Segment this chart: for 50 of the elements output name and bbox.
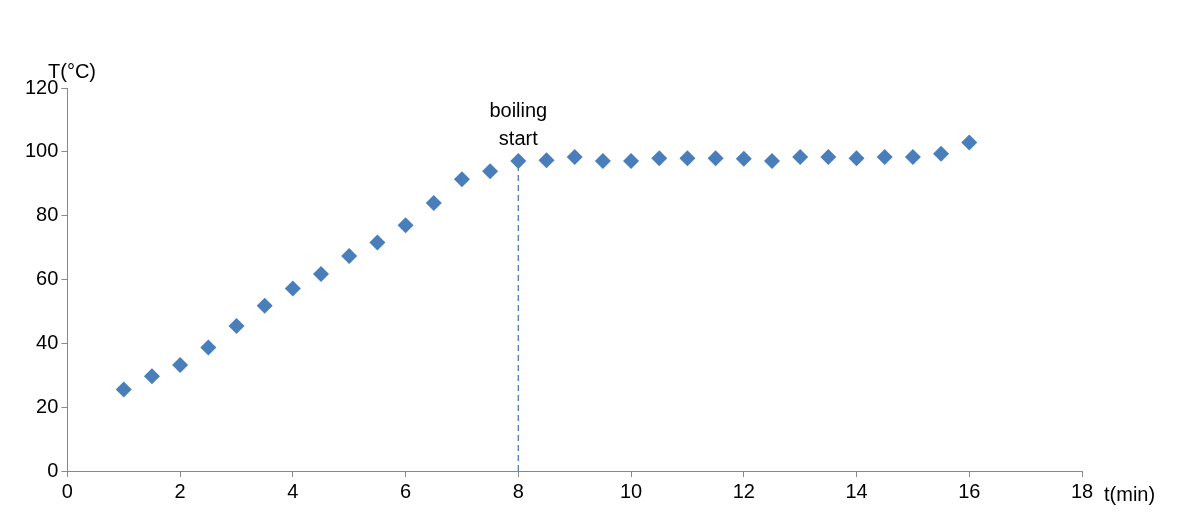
point [848, 150, 865, 167]
point [482, 163, 499, 180]
point [172, 357, 189, 374]
x-tick-label: 6 [400, 479, 412, 502]
point [256, 297, 273, 314]
point [538, 152, 555, 169]
point [623, 153, 640, 170]
x-tick-label: 14 [845, 479, 868, 502]
point [594, 153, 611, 170]
point [369, 234, 386, 251]
point [397, 217, 414, 234]
point [735, 150, 752, 167]
point [453, 171, 470, 188]
point [313, 266, 330, 283]
ref-line-label: boiling start [489, 98, 548, 149]
point [904, 148, 921, 165]
x-tick-label: 12 [732, 479, 755, 502]
y-tick-label: 60 [36, 267, 59, 290]
y-tick-label: 40 [36, 330, 59, 353]
point [143, 368, 160, 385]
point [341, 247, 358, 264]
point [284, 280, 301, 297]
x-axis-title: t(min) [1104, 482, 1156, 505]
y-tick-label: 20 [36, 394, 59, 417]
point [425, 194, 442, 211]
point [707, 150, 724, 167]
x-tick-label: 16 [958, 479, 981, 502]
point [933, 145, 950, 162]
point [510, 153, 527, 170]
point [200, 339, 217, 356]
point [876, 148, 893, 165]
y-tick-label: 0 [47, 458, 59, 481]
point [792, 148, 809, 165]
point [679, 150, 696, 167]
point [566, 148, 583, 165]
point [651, 150, 668, 167]
point [961, 134, 978, 151]
x-tick-label: 2 [174, 479, 186, 502]
point [763, 153, 780, 170]
x-tick-label: 0 [61, 479, 73, 502]
point [228, 318, 245, 335]
point [115, 381, 132, 398]
x-tick-label: 8 [512, 479, 524, 502]
y-axis-title: T(°C) [48, 59, 96, 82]
point [820, 148, 837, 165]
x-tick-label: 10 [619, 479, 643, 502]
x-tick-label: 18 [1070, 479, 1094, 502]
y-tick-label: 80 [36, 203, 59, 226]
x-tick-label: 4 [287, 479, 299, 502]
y-tick-label: 100 [24, 139, 59, 162]
